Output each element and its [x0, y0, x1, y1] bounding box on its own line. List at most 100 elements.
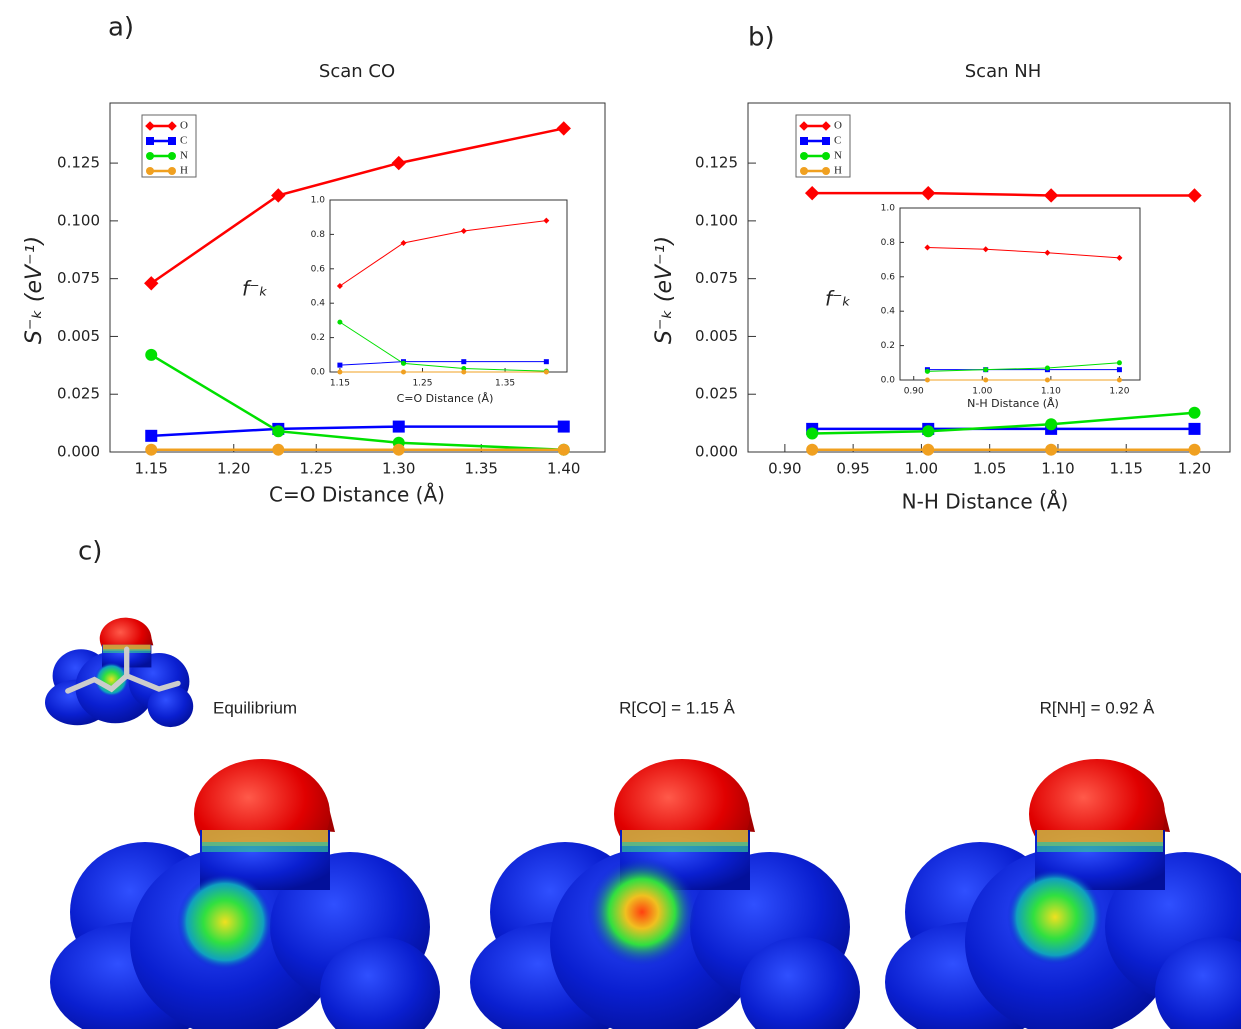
marker: [401, 361, 406, 366]
x-tick-label: 1.00: [905, 460, 938, 478]
legend-label: N: [180, 150, 188, 162]
x-tick-label: 1.05: [973, 460, 1006, 478]
marker: [461, 370, 466, 375]
marker: [145, 430, 157, 442]
y-axis-label: S⁻ₖ (eV⁻¹): [652, 236, 677, 344]
marker: [544, 359, 549, 364]
marker: [272, 425, 284, 437]
marker: [544, 370, 549, 375]
x-tick-label: 1.25: [412, 379, 432, 389]
marker: [1045, 378, 1050, 383]
y-tick-label: 1.0: [311, 196, 326, 206]
y-tick-label: 0.6: [311, 264, 326, 274]
marker: [558, 444, 570, 456]
figure: a) b) c) Equilibrium R[CO] = 1.15 Å R[NH…: [0, 0, 1241, 1029]
legend-label: C: [834, 135, 841, 147]
marker: [800, 137, 808, 145]
y-tick-label: 1.0: [881, 204, 896, 214]
marker: [1188, 444, 1200, 456]
legend-label: C: [180, 135, 187, 147]
legend-label: O: [180, 120, 188, 132]
marker: [146, 167, 154, 175]
y-tick-label: 0.6: [881, 272, 896, 282]
x-tick-label: 1.20: [1178, 460, 1211, 478]
y-tick-label: 0.2: [881, 341, 895, 351]
marker: [925, 369, 930, 374]
marker: [822, 137, 830, 145]
marker: [925, 378, 930, 383]
y-tick-label: 0.8: [311, 230, 326, 240]
legend-label: N: [834, 150, 842, 162]
marker: [337, 320, 342, 325]
x-tick-label: 1.15: [1110, 460, 1143, 478]
x-tick-label: 1.40: [547, 460, 580, 478]
x-axis-label: N-H Distance (Å): [967, 397, 1059, 410]
x-tick-label: 0.90: [768, 460, 801, 478]
marker: [146, 152, 154, 160]
x-tick-label: 1.10: [1041, 387, 1061, 397]
chart-title: Scan CO: [319, 61, 395, 82]
x-tick-label: 1.20: [1109, 387, 1129, 397]
y-tick-label: 0.4: [311, 299, 326, 309]
marker: [401, 370, 406, 375]
x-tick-label: 1.15: [135, 460, 168, 478]
marker: [1045, 418, 1057, 430]
x-tick-label: 1.20: [217, 460, 250, 478]
panel-label: c): [78, 537, 102, 567]
marker: [822, 152, 830, 160]
molecule-images: [45, 618, 1241, 1029]
marker: [337, 370, 342, 375]
x-axis-label: N-H Distance (Å): [902, 490, 1069, 514]
plot-frame: [330, 200, 567, 372]
marker: [806, 444, 818, 456]
marker: [393, 421, 405, 433]
y-tick-label: 0.005: [695, 327, 738, 345]
y-axis-label: S⁻ₖ (eV⁻¹): [22, 236, 47, 344]
marker: [337, 363, 342, 368]
marker: [461, 359, 466, 364]
marker: [168, 137, 176, 145]
y-tick-label: 0.2: [311, 333, 325, 343]
y-tick-label: 0.000: [695, 443, 738, 461]
marker: [983, 367, 988, 372]
marker: [1188, 407, 1200, 419]
marker: [800, 152, 808, 160]
marker: [1188, 423, 1200, 435]
legend-label: O: [834, 120, 842, 132]
x-tick-label: 1.30: [382, 460, 415, 478]
y-tick-label: 0.100: [57, 211, 100, 229]
y-tick-label: 0.0: [881, 376, 896, 386]
marker: [822, 167, 830, 175]
marker: [983, 378, 988, 383]
y-tick-label: 0.075: [695, 269, 738, 287]
marker: [800, 167, 808, 175]
marker: [1045, 365, 1050, 370]
y-tick-label: 0.125: [695, 154, 738, 172]
marker: [1117, 367, 1122, 372]
marker: [393, 444, 405, 456]
caption: Equilibrium: [213, 698, 297, 717]
y-tick-label: 0.025: [695, 385, 738, 403]
marker: [145, 349, 157, 361]
y-tick-label: 0.000: [57, 443, 100, 461]
x-tick-label: 1.25: [300, 460, 333, 478]
y-tick-label: 0.0: [311, 368, 326, 378]
x-axis-label: C=O Distance (Å): [397, 392, 494, 405]
y-tick-label: 0.4: [881, 307, 896, 317]
panel-label: a): [108, 13, 134, 43]
marker: [806, 428, 818, 440]
caption: R[NH] = 0.92 Å: [1040, 698, 1155, 717]
marker: [1117, 360, 1122, 365]
marker: [145, 444, 157, 456]
x-tick-label: 1.10: [1041, 460, 1074, 478]
x-tick-label: 0.90: [904, 387, 924, 397]
caption: R[CO] = 1.15 Å: [619, 698, 735, 717]
panel-label: b): [748, 23, 775, 53]
legend-label: H: [834, 165, 842, 177]
marker: [922, 425, 934, 437]
marker: [168, 152, 176, 160]
chart-title: Scan NH: [965, 61, 1041, 82]
marker: [922, 444, 934, 456]
marker: [146, 137, 154, 145]
y-tick-label: 0.025: [57, 385, 100, 403]
